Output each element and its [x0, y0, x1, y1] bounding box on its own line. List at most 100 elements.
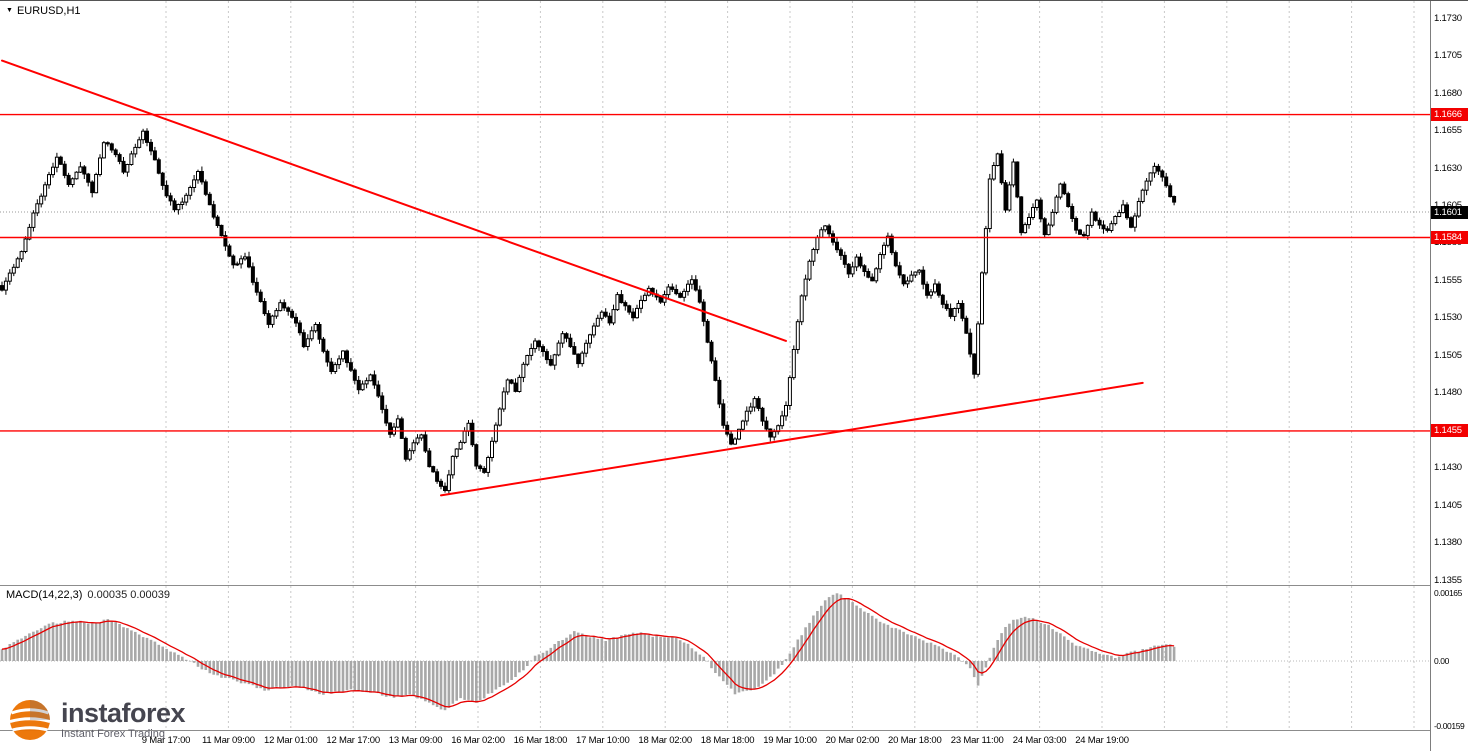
- macd-bar: [659, 637, 662, 661]
- candle-body: [729, 433, 734, 445]
- candle-body: [376, 384, 381, 397]
- candle-body: [419, 434, 424, 439]
- candle-body: [86, 173, 91, 183]
- macd-bar: [322, 661, 325, 695]
- price-axis[interactable]: 1.17301.17051.16801.16551.16301.16051.15…: [1430, 1, 1468, 751]
- candle-body: [709, 341, 714, 362]
- time-label: 16 Mar 02:00: [451, 735, 505, 746]
- macd-bar: [1149, 647, 1152, 661]
- candle-body: [1152, 165, 1157, 174]
- candle-body: [772, 431, 777, 438]
- macd-bar: [365, 661, 368, 693]
- candle-body: [995, 153, 1000, 166]
- macd-bar: [1078, 646, 1082, 661]
- macd-bar: [212, 661, 215, 675]
- candle-body: [1125, 204, 1129, 219]
- trend-line[interactable]: [1, 59, 787, 342]
- candle-body: [258, 291, 263, 303]
- macd-bar: [878, 621, 882, 661]
- macd-bar: [420, 661, 423, 699]
- macd-bar: [110, 621, 114, 661]
- candle-body: [113, 149, 118, 156]
- candle-body: [1156, 165, 1161, 172]
- candle-body: [1136, 201, 1141, 217]
- macd-bar: [737, 661, 741, 693]
- candle-body: [635, 307, 639, 319]
- macd-indicator-canvas[interactable]: [0, 586, 1430, 731]
- macd-bar: [263, 661, 266, 691]
- macd-bar: [341, 661, 345, 693]
- macd-bar: [1164, 644, 1168, 661]
- macd-bar: [533, 655, 537, 661]
- candle-body: [1121, 204, 1126, 214]
- panel-separator[interactable]: [0, 585, 1468, 586]
- level-price-badge: 1.1666: [1431, 108, 1468, 122]
- candle-body: [297, 322, 302, 334]
- symbol-dropdown-icon[interactable]: ▼: [6, 7, 13, 14]
- macd-bar: [772, 661, 776, 675]
- macd-bar: [698, 654, 702, 661]
- candle-body: [231, 255, 236, 266]
- macd-bar: [353, 661, 357, 691]
- macd-bar: [184, 659, 188, 661]
- candle-body: [31, 212, 36, 228]
- candle-body: [764, 420, 769, 430]
- price-tick-label: 1.1655: [1434, 125, 1462, 137]
- macd-bar: [620, 635, 623, 661]
- candle-body: [639, 299, 643, 309]
- candle-body: [513, 382, 518, 392]
- macd-bar: [573, 631, 576, 661]
- level-price-badge: 1.1455: [1431, 424, 1468, 438]
- candle-body: [121, 160, 126, 173]
- macd-bar: [333, 661, 337, 692]
- macd-bar: [326, 661, 329, 693]
- candle-body: [345, 350, 349, 364]
- macd-bar: [518, 661, 521, 673]
- candle-body: [149, 141, 153, 152]
- candle-body: [1105, 228, 1110, 231]
- macd-bar: [86, 623, 90, 661]
- time-axis[interactable]: 9 Mar 17:00 11 Mar 09:00 12 Mar 01:00 12 Ma…: [0, 731, 1430, 751]
- price-tick-label: 1.1405: [1434, 499, 1462, 511]
- macd-bar: [63, 620, 66, 661]
- macd-bar: [694, 651, 698, 661]
- macd-bar: [816, 611, 819, 661]
- macd-bar: [588, 637, 592, 661]
- candle-body: [1034, 199, 1039, 209]
- macd-name: MACD(14,22,3): [6, 589, 83, 601]
- macd-bar: [455, 661, 458, 701]
- macd-bar: [416, 661, 419, 699]
- candle-body: [936, 283, 941, 296]
- macd-bar: [1043, 624, 1046, 661]
- candle-body: [11, 266, 16, 274]
- macd-bar: [12, 642, 16, 661]
- candle-body: [1148, 172, 1153, 182]
- candle-body: [760, 407, 765, 422]
- macd-bar: [55, 623, 59, 661]
- candle-body: [607, 315, 612, 324]
- macd-bar: [741, 661, 745, 692]
- macd-bar: [1012, 619, 1015, 661]
- candle-body: [972, 353, 977, 375]
- trend-line[interactable]: [440, 381, 1144, 497]
- candle-body: [1078, 229, 1082, 235]
- candle-body: [725, 424, 730, 435]
- candle-body: [929, 291, 933, 296]
- candle-body: [1038, 199, 1043, 220]
- candle-body: [1015, 161, 1020, 198]
- candle-body: [497, 408, 502, 426]
- candle-body: [384, 408, 389, 424]
- macd-bar: [330, 661, 333, 694]
- candle-body: [956, 303, 961, 309]
- macd-tick-label: 0.00165: [1434, 588, 1462, 599]
- symbol-text: EURUSD,H1: [16, 5, 81, 17]
- candle-body: [352, 369, 357, 381]
- macd-bar: [1074, 645, 1078, 661]
- time-axis-separator: [0, 730, 1468, 731]
- macd-bar: [655, 635, 658, 661]
- candle-body: [348, 362, 353, 371]
- macd-bar: [47, 623, 51, 661]
- price-chart-canvas[interactable]: [0, 1, 1430, 586]
- candle-body: [274, 310, 279, 317]
